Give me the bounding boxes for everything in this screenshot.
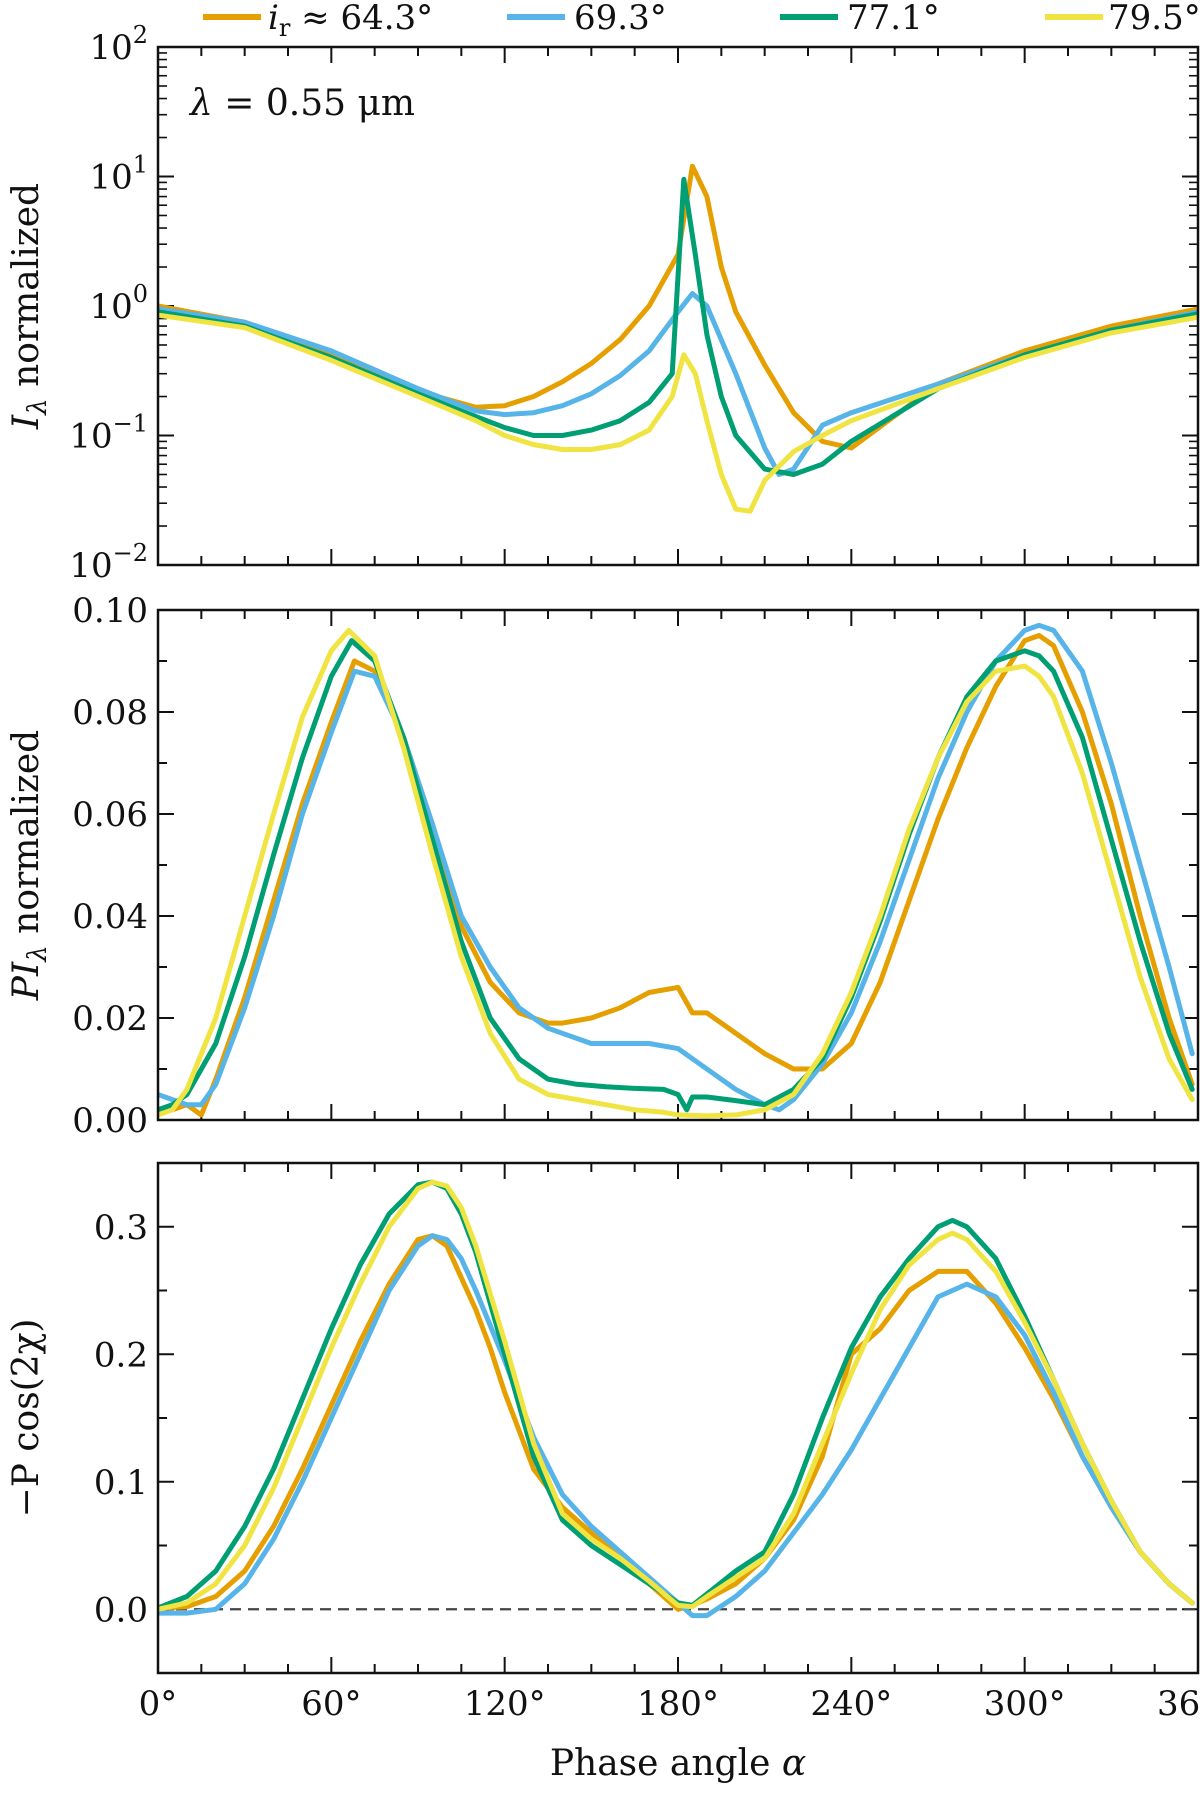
y-tick-label: 10−1: [69, 410, 148, 457]
plot-frame: [156, 608, 1200, 1122]
y-tick-label: 0.1: [94, 1463, 148, 1503]
polarized-intensity-panel: 0.00 0.02 0.04 0.06 0.08 0.10 PIλ normalized: [6, 591, 1200, 1141]
y-tick-label: 0.10: [72, 591, 148, 631]
x-tick-label: 120°: [464, 1684, 546, 1724]
y-tick-label: 101: [89, 151, 148, 198]
x-tick-label: 0°: [139, 1684, 178, 1724]
series-group: [158, 1179, 1195, 1619]
x-tick-label: 300°: [984, 1684, 1066, 1724]
y-tick-label: 0.06: [72, 795, 148, 835]
series-group: [158, 163, 1198, 514]
y-axis-title: −P cos(2χ): [6, 1319, 47, 1518]
y-axis-title: Iλ normalized: [6, 183, 53, 430]
legend-label: 79.5°: [1108, 0, 1200, 38]
x-tick-label: 240°: [810, 1684, 892, 1724]
legend-label: ir ≈ 64.3°: [268, 0, 433, 42]
y-tick-label: 0.04: [72, 897, 148, 937]
legend: ir ≈ 64.3° 69.3° 77.1° 79.5°: [203, 0, 1200, 42]
y-axis-title: PIλ normalized: [6, 730, 53, 1001]
legend-label: 77.1°: [847, 0, 940, 38]
series-line-77.1°: [158, 638, 1195, 1113]
x-tick-label: 180°: [637, 1684, 719, 1724]
legend-label: 69.3°: [574, 0, 667, 38]
x-ticks: [157, 1163, 1199, 1673]
wavelength-annotation: λ = 0.55 μm: [188, 83, 415, 124]
series-line-79.5°: [158, 1179, 1195, 1612]
x-tick-label: 360°: [1157, 1684, 1200, 1724]
y-tick-label: 0.08: [72, 693, 148, 733]
series-line-77.1°: [158, 176, 1198, 477]
x-tick-label: 60°: [301, 1684, 361, 1724]
plot-frame: [156, 1161, 1200, 1675]
y-tick-label: 0.3: [94, 1208, 148, 1248]
y-tick-label: 10−2: [69, 539, 148, 586]
x-axis-title: Phase angle α: [550, 1743, 806, 1784]
y-ticks: [158, 1162, 1198, 1674]
series-line-64.3°: [158, 1233, 1195, 1612]
series-line-79.5°: [158, 627, 1195, 1119]
y-tick-label: 100: [89, 280, 148, 327]
polarization-degree-panel: 0.0 0.1 0.2 0.3 −P cos(2χ): [6, 1161, 1200, 1675]
series-line-79.5°: [158, 312, 1198, 514]
series-line-69.3°: [158, 622, 1195, 1113]
y-tick-label: 0.2: [94, 1335, 148, 1375]
series-line-69.3°: [158, 1233, 1195, 1619]
y-ticks: [158, 609, 1198, 1121]
series-line-64.3°: [158, 633, 1195, 1118]
y-tick-label: 0.02: [72, 999, 148, 1039]
x-axis: 0° 60° 120° 180° 240° 300° 360° Phase angle α: [139, 1684, 1200, 1784]
intensity-panel: 10−2 10−1 100 101 102 Iλ normalized λ = 0.55 μ…: [6, 21, 1200, 586]
series-group: [158, 622, 1195, 1119]
y-tick-label: 0.0: [94, 1590, 148, 1630]
series-line-69.3°: [158, 291, 1198, 477]
y-tick-label: 102: [89, 21, 148, 68]
y-ticks: [158, 46, 1198, 566]
y-tick-label: 0.00: [72, 1101, 148, 1141]
plot-frame: [156, 45, 1200, 567]
